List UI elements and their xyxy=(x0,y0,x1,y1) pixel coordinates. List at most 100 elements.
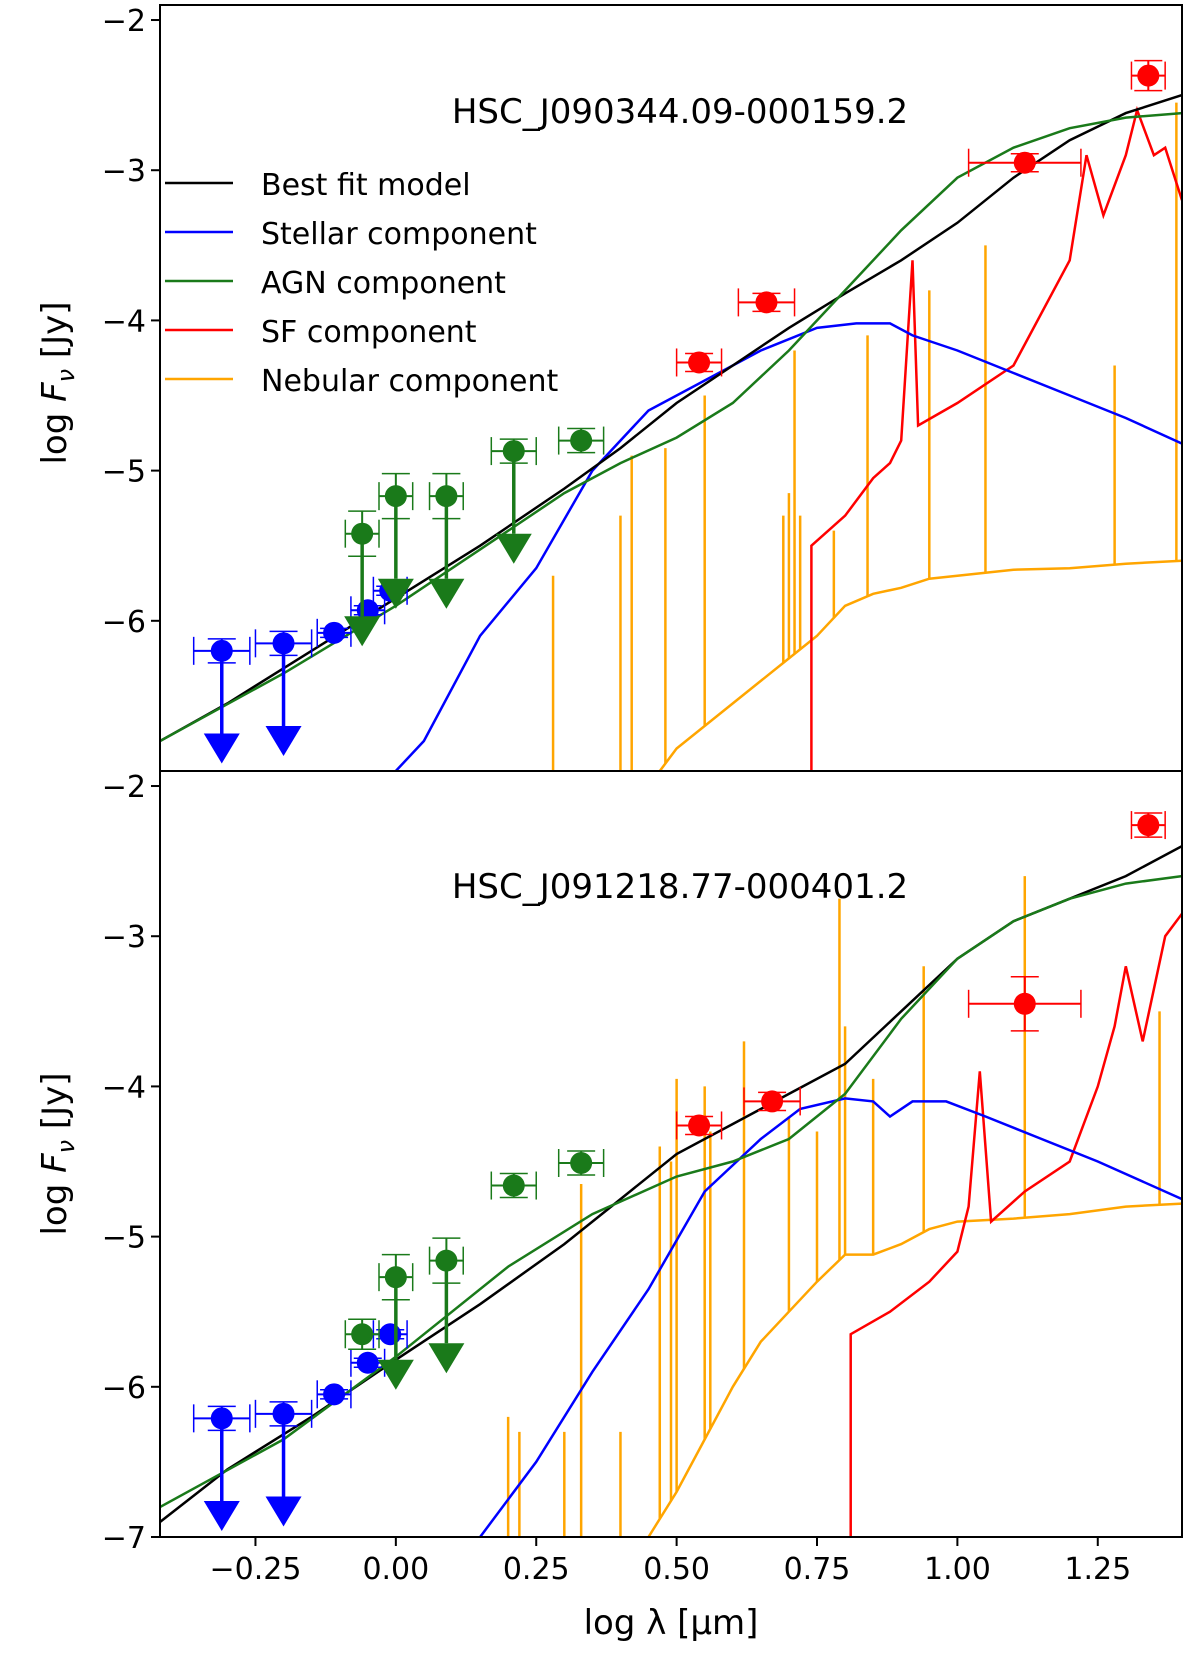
nebular-continuum-line xyxy=(658,559,1182,771)
upper-limit-arrowhead xyxy=(428,578,465,609)
upper-limit-arrowhead xyxy=(265,1496,302,1527)
photometry-marker xyxy=(435,485,458,508)
photometry-marker xyxy=(384,485,407,508)
photometry-marker xyxy=(688,1114,711,1137)
data-point xyxy=(316,618,352,647)
y-tick-label: −5 xyxy=(102,1221,146,1256)
photometry-marker xyxy=(323,1383,346,1406)
x-tick-label: 0.75 xyxy=(784,1552,851,1587)
y-tick-label: −3 xyxy=(102,154,146,189)
chart-title-top: HSC_J090344.09-000159.2 xyxy=(452,92,908,132)
x-axis: −0.25 0.00 0.25 0.50 0.75 1.00 1.25 xyxy=(209,1537,1131,1587)
data-point xyxy=(316,1380,352,1409)
upper-limit-arrowhead xyxy=(428,1343,465,1374)
photometry-marker xyxy=(323,621,346,644)
ylabel-pre-bottom: log xyxy=(35,1173,75,1236)
photometry-marker xyxy=(351,522,374,545)
data-point xyxy=(192,636,251,764)
upper-limit-arrowhead xyxy=(377,578,414,609)
photometry-marker xyxy=(688,351,711,374)
photometry-marker xyxy=(1013,151,1036,174)
data-point xyxy=(675,1111,723,1140)
legend-label-sf: SF component xyxy=(261,315,477,350)
photometry-marker xyxy=(1137,64,1160,87)
data-point xyxy=(557,1149,605,1178)
y-tick-label: −4 xyxy=(102,1070,146,1105)
panel-bottom: −2 −3 −4 −5 −6 −7 HSC_J091218.77-000401.2 log… xyxy=(35,770,1183,1556)
photometry-marker xyxy=(1013,992,1036,1015)
data-point xyxy=(344,1318,380,1351)
legend-label-stellar: Stellar component xyxy=(261,217,537,252)
legend-label-agn: AGN component xyxy=(261,266,506,301)
data-point xyxy=(490,437,537,564)
axes-frame-bottom xyxy=(159,770,1183,1538)
data-point xyxy=(428,1237,465,1374)
data-point xyxy=(192,1404,251,1531)
plot-area-top xyxy=(160,59,1182,771)
x-axis-label: log λ [μm] xyxy=(584,1603,759,1643)
y-axis-bottom: −2 −3 −4 −5 −6 −7 xyxy=(102,770,160,1556)
y-tick-label: −2 xyxy=(102,4,146,39)
upper-limit-arrowhead xyxy=(495,533,532,564)
stellar-component-line xyxy=(479,1097,1182,1537)
data-point xyxy=(737,288,796,317)
y-tick-label: −7 xyxy=(102,1521,146,1556)
upper-limit-arrowhead xyxy=(344,616,381,647)
y-tick-label: −2 xyxy=(102,770,146,805)
y-tick-label: −5 xyxy=(102,455,146,490)
legend-label-nebular: Nebular component xyxy=(261,364,558,399)
ylabel-pre-top: log xyxy=(35,402,75,465)
plot-area-bottom xyxy=(160,811,1182,1537)
stellar-component-line xyxy=(394,322,1182,771)
clipped-layer xyxy=(160,59,1182,771)
data-point xyxy=(254,1399,313,1527)
ylabel-sub-top: ν xyxy=(52,369,80,382)
x-tick-label: 1.25 xyxy=(1064,1552,1131,1587)
photometry-marker xyxy=(502,1174,525,1197)
photometry-marker xyxy=(761,1090,784,1113)
ylabel-post-bottom: [Jy] xyxy=(35,1072,75,1140)
y-axis-top: −2 −3 −4 −5 −6 xyxy=(102,4,160,640)
upper-limit-arrowhead xyxy=(265,725,302,756)
data-point xyxy=(350,1348,386,1377)
upper-limit-arrowhead xyxy=(203,1500,240,1531)
legend: Best fit model Stellar component AGN com… xyxy=(165,168,558,399)
photometry-marker xyxy=(272,632,295,655)
data-point xyxy=(254,629,313,756)
photometry-marker xyxy=(435,1249,458,1272)
data-point xyxy=(1130,811,1166,840)
y-tick-label: −6 xyxy=(102,605,146,640)
upper-limit-arrowhead xyxy=(203,733,240,764)
data-point xyxy=(377,472,414,609)
data-point xyxy=(743,1087,801,1116)
data-point xyxy=(344,510,381,647)
x-tick-label: 1.00 xyxy=(924,1552,991,1587)
photometry-marker xyxy=(502,440,525,463)
chart-title-bottom: HSC_J091218.77-000401.2 xyxy=(452,867,908,907)
y-tick-label: −6 xyxy=(102,1371,146,1406)
nebular-continuum-line xyxy=(647,1202,1182,1537)
panel-top: −2 −3 −4 −5 −6 HSC_J090344.09-000159.2 log F… xyxy=(35,4,1183,772)
photometry-marker xyxy=(210,1407,233,1430)
data-point xyxy=(377,1253,414,1390)
data-point xyxy=(557,426,605,455)
agn-component-line xyxy=(160,874,1182,1509)
x-tick-label: 0.00 xyxy=(362,1552,429,1587)
clipped-layer xyxy=(160,811,1182,1537)
x-tick-label: 0.50 xyxy=(643,1552,710,1587)
photometry-marker xyxy=(272,1402,295,1425)
photometry-marker xyxy=(570,429,593,452)
sf-component-line xyxy=(849,912,1182,1537)
ylabel-var-bottom: F xyxy=(35,1153,75,1173)
data-point xyxy=(967,976,1082,1032)
x-tick-label: −0.25 xyxy=(209,1552,301,1587)
upper-limit-arrowhead xyxy=(377,1359,414,1390)
photometry-marker xyxy=(356,1351,379,1374)
data-point xyxy=(675,348,723,377)
data-point xyxy=(428,472,465,609)
ylabel-sub-bottom: ν xyxy=(52,1140,80,1153)
y-axis-label-top: log Fν [Jy] xyxy=(35,301,80,464)
agn-component-line xyxy=(160,111,1182,743)
data-point xyxy=(490,1171,537,1200)
